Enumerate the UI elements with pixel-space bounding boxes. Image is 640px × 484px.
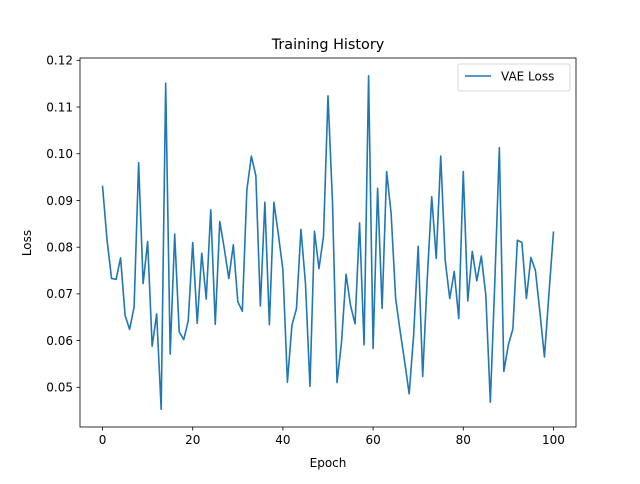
y-tick-label: 0.07 (46, 287, 73, 301)
series-layer (101, 74, 555, 411)
y-tick-label: 0.09 (46, 194, 73, 208)
legend: VAE Loss (457, 63, 571, 92)
y-tick-label: 0.06 (46, 334, 73, 348)
x-tick-label: 80 (456, 433, 471, 447)
y-axis-ticks: 0.05 0.06 0.07 0.08 0.09 0.10 0.11 0.12 (46, 54, 80, 395)
x-axis-ticks: 0 20 40 60 80 100 (99, 427, 565, 447)
y-tick-label: 0.12 (46, 54, 73, 68)
legend-box (457, 63, 571, 92)
series-line-vae-loss (101, 74, 555, 411)
y-tick-label: 0.10 (46, 147, 73, 161)
y-axis-label: Loss (20, 230, 34, 256)
x-tick-label: 100 (542, 433, 565, 447)
y-tick-label: 0.08 (46, 240, 73, 254)
plot-frame (79, 57, 577, 428)
x-tick-label: 60 (365, 433, 380, 447)
legend-label-vae-loss: VAE Loss (501, 70, 554, 84)
x-axis-label: Epoch (310, 456, 347, 470)
x-tick-label: 20 (185, 433, 200, 447)
x-tick-label: 40 (275, 433, 290, 447)
chart-title: Training History (271, 37, 385, 53)
y-tick-label: 0.05 (46, 381, 73, 395)
x-tick-label: 0 (99, 433, 107, 447)
y-tick-label: 0.11 (46, 100, 73, 114)
